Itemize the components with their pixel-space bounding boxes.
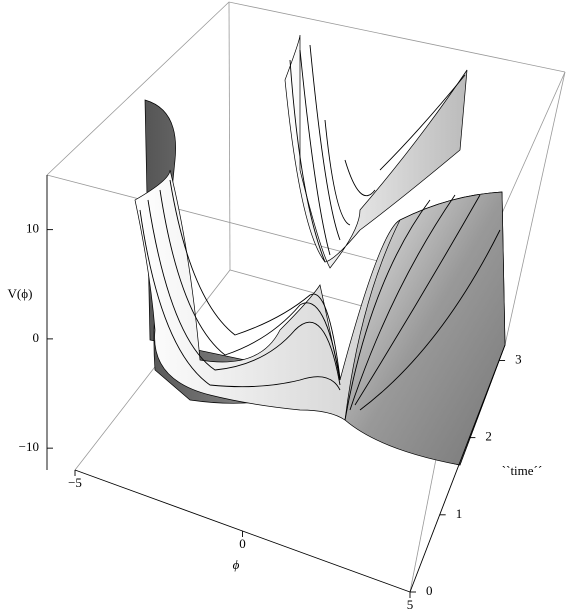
y-tick-label: 2 bbox=[485, 429, 492, 444]
x-tick-label: −5 bbox=[68, 475, 82, 490]
x-tick-label: 0 bbox=[239, 536, 246, 551]
z-tick-label: 10 bbox=[26, 221, 39, 236]
z-tick-label: 0 bbox=[33, 330, 40, 345]
x-tick-label: 5 bbox=[407, 597, 414, 612]
z-tick-label: −10 bbox=[19, 439, 39, 454]
y-tick-label: 1 bbox=[456, 506, 463, 521]
y-tick-label: 0 bbox=[426, 583, 433, 598]
y-axis-line bbox=[409, 344, 506, 593]
y-axis-label: ``time´´ bbox=[502, 463, 542, 478]
x-axis-label: ϕ bbox=[233, 557, 240, 572]
surface bbox=[134, 34, 506, 466]
y-tick-label: 3 bbox=[515, 351, 522, 366]
z-axis-label: V(ϕ) bbox=[8, 286, 33, 301]
